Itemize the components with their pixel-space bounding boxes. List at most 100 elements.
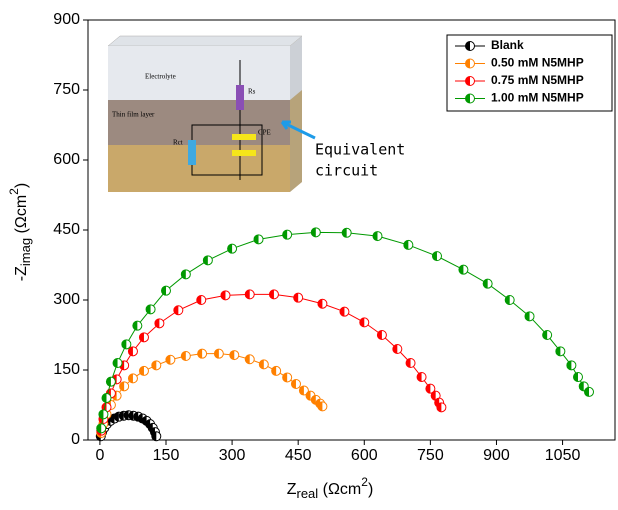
data-point: [228, 244, 237, 253]
data-point: [291, 380, 300, 389]
y-tick-label: 0: [71, 431, 80, 448]
data-point: [203, 256, 212, 265]
label-part: -Z: [13, 266, 30, 281]
data-point: [437, 403, 446, 412]
inset-label: Thin film layer: [112, 111, 155, 119]
data-point: [155, 319, 164, 328]
legend-marker: [466, 94, 475, 103]
inset-label: Electrolyte: [145, 73, 176, 81]
data-point: [97, 424, 106, 433]
data-point: [181, 352, 190, 361]
data-point: [197, 296, 206, 305]
data-point: [102, 394, 111, 403]
data-point: [174, 306, 183, 315]
x-axis-label: Zreal (Ωcm2): [287, 475, 374, 501]
label-part: ): [13, 183, 30, 188]
data-point: [567, 361, 576, 370]
data-point: [585, 387, 594, 396]
data-point: [573, 373, 582, 382]
data-point: [342, 228, 351, 237]
data-point: [146, 305, 155, 314]
legend-marker: [466, 77, 475, 86]
data-point: [181, 270, 190, 279]
data-point: [294, 293, 303, 302]
x-tick-label: 900: [483, 447, 510, 464]
data-point: [198, 349, 207, 358]
x-tick-label: 150: [153, 447, 180, 464]
data-point: [230, 351, 239, 360]
data-point: [283, 373, 292, 382]
label-part: (Ωcm: [13, 195, 30, 238]
data-point: [99, 410, 108, 419]
x-tick-label: 750: [417, 447, 444, 464]
data-point: [128, 374, 137, 383]
label-part: (Ωcm: [318, 481, 361, 498]
data-point: [373, 232, 382, 241]
data-point: [221, 291, 230, 300]
y-tick-label: 900: [53, 11, 80, 28]
label-part: Z: [287, 481, 297, 498]
label-part: imag: [18, 238, 33, 266]
legend-label: 0.75 mM N5MHP: [491, 73, 584, 87]
data-point: [377, 331, 386, 340]
data-point: [166, 355, 175, 364]
data-point: [269, 290, 278, 299]
data-point: [139, 333, 148, 342]
data-point: [122, 340, 131, 349]
data-point: [483, 279, 492, 288]
data-point: [214, 349, 223, 358]
data-point: [318, 299, 327, 308]
data-point: [254, 235, 263, 244]
x-tick-label: 0: [95, 447, 104, 464]
label-part: real: [297, 486, 319, 501]
data-point: [417, 373, 426, 382]
y-tick-label: 600: [53, 151, 80, 168]
data-point: [283, 230, 292, 239]
data-point: [120, 382, 129, 391]
x-tick-label: 450: [285, 447, 312, 464]
legend-marker: [466, 42, 475, 51]
data-point: [139, 366, 148, 375]
data-point: [525, 312, 534, 321]
y-tick-label: 300: [53, 291, 80, 308]
legend-label: Blank: [491, 38, 524, 52]
data-point: [245, 355, 254, 364]
data-point: [432, 252, 441, 261]
data-point: [556, 347, 565, 356]
y-tick-label: 450: [53, 221, 80, 238]
data-point: [543, 331, 552, 340]
data-point: [152, 432, 161, 441]
annotation: Equivalent: [315, 141, 405, 159]
series-line: [101, 354, 322, 433]
x-tick-label: 600: [351, 447, 378, 464]
data-point: [152, 361, 161, 370]
data-point: [259, 360, 268, 369]
data-point: [272, 366, 281, 375]
y-tick-label: 750: [53, 81, 80, 98]
data-point: [161, 286, 170, 295]
x-tick-label: 1050: [545, 447, 581, 464]
data-point: [393, 345, 402, 354]
data-point: [459, 265, 468, 274]
chart: Electrolyte Thin film layer Rs Rct CPE E…: [0, 0, 618, 505]
inset-diagram: Electrolyte Thin film layer Rs Rct CPE: [108, 36, 302, 192]
data-point: [106, 377, 115, 386]
data-point: [311, 228, 320, 237]
data-point: [404, 240, 413, 249]
data-point: [245, 290, 254, 299]
data-point: [318, 402, 327, 411]
legend-label: 1.00 mM N5MHP: [491, 91, 584, 105]
annotation: circuit: [315, 162, 378, 180]
data-point: [133, 321, 142, 330]
y-tick-label: 150: [53, 361, 80, 378]
legend-label: 0.50 mM N5MHP: [491, 56, 584, 70]
data-point: [128, 347, 137, 356]
legend-marker: [466, 59, 475, 68]
data-point: [113, 359, 122, 368]
data-point: [340, 307, 349, 316]
label-part: ): [368, 481, 373, 498]
data-point: [360, 318, 369, 327]
inset-label: Rct: [173, 139, 183, 147]
x-tick-label: 300: [219, 447, 246, 464]
series-line: [101, 232, 589, 428]
